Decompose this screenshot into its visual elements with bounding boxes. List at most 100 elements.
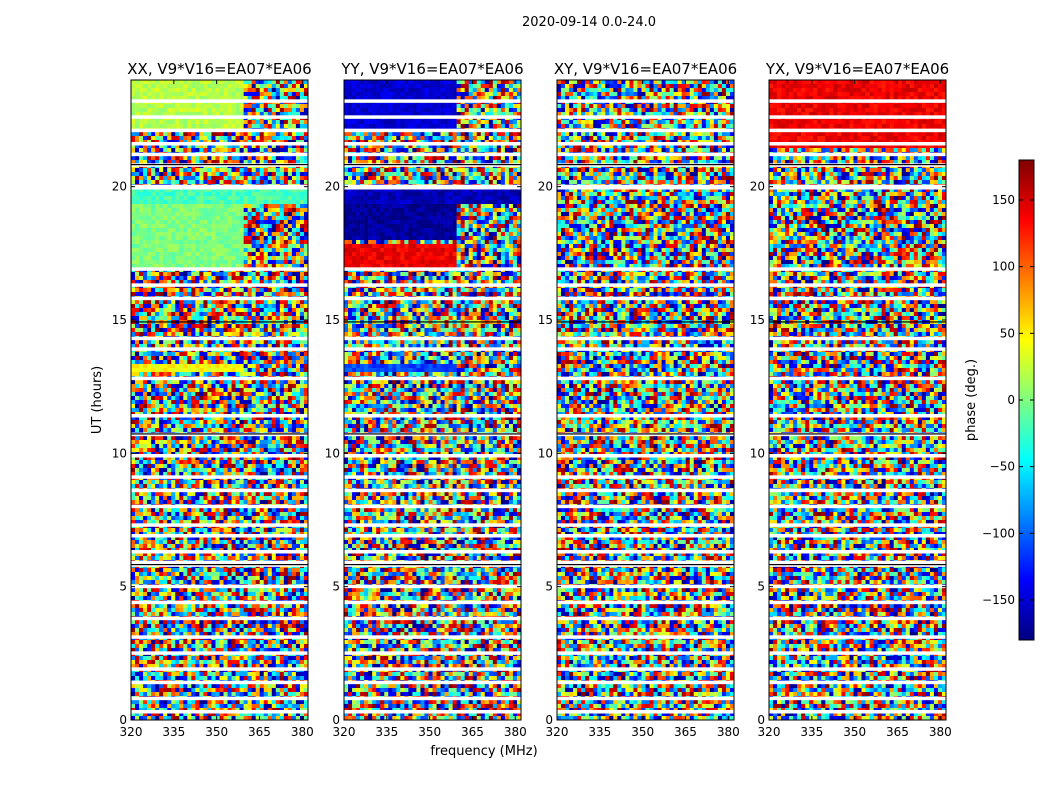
- heatmap-cell: [167, 112, 172, 117]
- heatmap-cell: [191, 384, 196, 389]
- heatmap-cell: [291, 272, 297, 277]
- heatmap-cell: [287, 288, 293, 293]
- heatmap-cell: [251, 392, 256, 397]
- heatmap-cell: [247, 444, 252, 449]
- heatmap-cell: [255, 260, 261, 265]
- heatmap-cell: [155, 292, 160, 297]
- heatmap-cell: [207, 208, 212, 213]
- heatmap-cell: [239, 416, 244, 421]
- heatmap-cell: [199, 528, 204, 533]
- heatmap-cell: [131, 492, 136, 497]
- heatmap-cell: [235, 212, 240, 217]
- heatmap-cell: [227, 200, 232, 205]
- heatmap-cell: [255, 340, 261, 345]
- heatmap-cell: [211, 292, 216, 297]
- heatmap-cell: [179, 324, 184, 329]
- heatmap-cell: [215, 516, 220, 521]
- heatmap-cell: [299, 244, 305, 249]
- heatmap-cell: [263, 288, 269, 293]
- heatmap-cell: [303, 496, 308, 501]
- heatmap-cell: [263, 520, 269, 525]
- heatmap-cell: [287, 328, 293, 333]
- heatmap-cell: [255, 308, 261, 313]
- heatmap-cell: [175, 216, 180, 221]
- heatmap-cell: [155, 244, 160, 249]
- heatmap-cell: [227, 80, 232, 85]
- heatmap-cell: [239, 468, 244, 473]
- heatmap-cell: [143, 276, 148, 281]
- heatmap-cell: [263, 344, 269, 349]
- heatmap-cells: [131, 80, 308, 720]
- heatmap-cell: [259, 192, 265, 197]
- heatmap-cell: [275, 200, 281, 205]
- heatmap-cell: [223, 368, 228, 373]
- heatmap-cell: [175, 212, 180, 217]
- heatmap-cell: [191, 252, 196, 257]
- heatmap-cell: [231, 424, 236, 429]
- heatmap-cell: [203, 88, 208, 93]
- heatmap-cell: [283, 520, 289, 525]
- heatmap-cell: [251, 280, 256, 285]
- heatmap-cell: [159, 104, 164, 109]
- heatmap-cell: [171, 392, 176, 397]
- heatmap-cell: [171, 404, 176, 409]
- heatmap-cell: [267, 528, 273, 533]
- heatmap-cell: [163, 292, 168, 297]
- heatmap-cell: [223, 112, 228, 117]
- heatmap-cell: [199, 428, 204, 433]
- heatmap-cell: [155, 416, 160, 421]
- heatmap-cell: [159, 204, 164, 209]
- heatmap-cell: [235, 464, 240, 469]
- heatmap-cell: [195, 396, 200, 401]
- heatmap-cell: [295, 148, 301, 153]
- heatmap-cell: [279, 208, 285, 213]
- heatmap-cell: [287, 436, 293, 441]
- heatmap-cell: [279, 84, 285, 89]
- heatmap-cell: [295, 224, 301, 229]
- heatmap-cell: [131, 516, 136, 521]
- heatmap-cell: [159, 392, 164, 397]
- heatmap-cell: [131, 300, 136, 305]
- heatmap-cell: [239, 144, 244, 149]
- heatmap-cell: [179, 520, 184, 525]
- heatmap-cell: [171, 416, 176, 421]
- heatmap-cell: [287, 316, 293, 321]
- heatmap-cell: [175, 372, 180, 377]
- heatmap-cell: [219, 84, 224, 89]
- heatmap-cell: [143, 220, 148, 225]
- heatmap-cell: [207, 264, 212, 269]
- heatmap-cell: [299, 168, 305, 173]
- heatmap-cell: [151, 316, 156, 321]
- heatmap-cell: [195, 240, 200, 245]
- heatmap-cell: [247, 308, 252, 313]
- heatmap-cell: [279, 204, 285, 209]
- heatmap-cell: [175, 148, 180, 153]
- heatmap-cell: [171, 300, 176, 305]
- heatmap-cell: [303, 344, 308, 349]
- heatmap-cell: [267, 160, 273, 165]
- heatmap-cell: [243, 404, 248, 409]
- heatmap-cell: [267, 96, 273, 101]
- heatmap-cell: [223, 444, 228, 449]
- heatmap-cell: [151, 340, 156, 345]
- heatmap-cell: [303, 172, 308, 177]
- heatmap-cell: [167, 216, 172, 221]
- heatmap-cell: [135, 176, 140, 181]
- heatmap-cell: [283, 288, 289, 293]
- heatmap-cell: [251, 460, 256, 465]
- heatmap-cell: [267, 292, 273, 297]
- heatmap-cell: [303, 148, 308, 153]
- heatmap-cell: [215, 200, 220, 205]
- heatmap-cell: [187, 312, 192, 317]
- heatmap-cell: [179, 80, 184, 85]
- heatmap-cell: [167, 144, 172, 149]
- heatmap-cell: [199, 404, 204, 409]
- heatmap-cell: [131, 356, 136, 361]
- heatmap-cell: [151, 144, 156, 149]
- heatmap-cell: [267, 428, 273, 433]
- heatmap-cell: [171, 124, 176, 129]
- heatmap-cell: [175, 200, 180, 205]
- heatmap-cell: [175, 300, 180, 305]
- heatmap-cell: [211, 252, 216, 257]
- heatmap-cell: [195, 312, 200, 317]
